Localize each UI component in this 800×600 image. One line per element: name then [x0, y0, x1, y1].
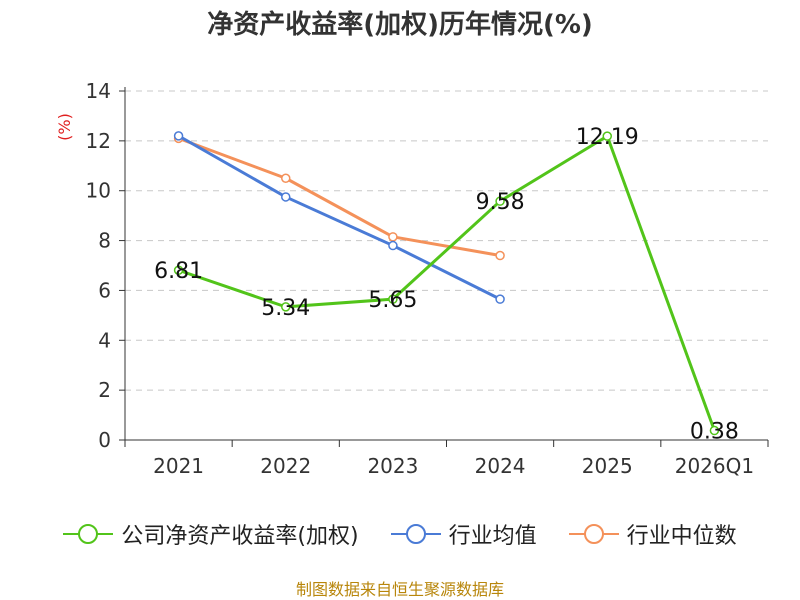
legend: 公司净资产收益率(加权) 行业均值 行业中位数: [0, 518, 800, 550]
series-0-point: [709, 425, 720, 436]
y-tick-label: 12: [86, 129, 111, 153]
series-0-point: [173, 265, 184, 275]
x-tick-label: 2021: [153, 454, 204, 478]
legend-label-company: 公司净资产收益率(加权): [121, 524, 359, 549]
series-line-0: [178, 134, 716, 432]
y-tick-label: 8: [98, 229, 111, 253]
data-label: 5.65: [368, 288, 417, 313]
y-tick-label: 14: [86, 79, 111, 103]
series-2-point: [281, 173, 291, 183]
x-tick-label: 2022: [260, 454, 311, 478]
x-tick-label: 2024: [475, 454, 526, 478]
x-tick-label: 2025: [582, 454, 633, 478]
series-1-point: [388, 240, 398, 251]
chart-title: 净资产收益率(加权)历年情况(%): [207, 10, 593, 40]
legend-label-industry-median: 行业中位数: [626, 524, 737, 549]
series-0-point: [281, 302, 291, 312]
data-source-note: 制图数据来自恒生聚源数据库: [295, 580, 504, 599]
series-line-1: [177, 134, 501, 301]
series-0-point: [602, 131, 612, 141]
series-2-point: [388, 232, 398, 242]
y-tick-label: 2: [98, 378, 111, 402]
data-label: 0.38: [690, 420, 739, 445]
x-tick-label: 2023: [367, 454, 418, 478]
legend-marker-company: [63, 524, 114, 544]
series-line-2: [178, 136, 501, 258]
y-tick-label: 10: [86, 179, 111, 203]
legend-item-industry-mean[interactable]: 行业均值: [390, 518, 537, 550]
series-0-point: [495, 196, 505, 206]
y-tick-label: 0: [98, 428, 111, 452]
data-label: 12.19: [576, 125, 639, 150]
legend-item-industry-median[interactable]: 行业中位数: [568, 518, 737, 550]
series-1-point: [281, 192, 291, 202]
y-tick-label: 4: [98, 328, 111, 352]
y-axis-label: (%): [55, 113, 74, 141]
series-0-point: [388, 294, 398, 304]
legend-marker-industry-median: [568, 524, 619, 544]
y-tick-label: 6: [98, 278, 111, 302]
legend-marker-industry-mean: [390, 524, 441, 544]
data-label: 6.81: [154, 259, 203, 284]
series-1-point: [495, 294, 505, 304]
series-1-point: [173, 131, 184, 141]
series-2-point: [495, 250, 505, 261]
legend-label-industry-mean: 行业均值: [448, 524, 537, 549]
legend-item-company[interactable]: 公司净资产收益率(加权): [63, 518, 359, 550]
data-label: 9.58: [476, 190, 525, 215]
x-tick-label: 2026Q1: [675, 454, 754, 478]
data-label: 5.34: [261, 296, 310, 321]
